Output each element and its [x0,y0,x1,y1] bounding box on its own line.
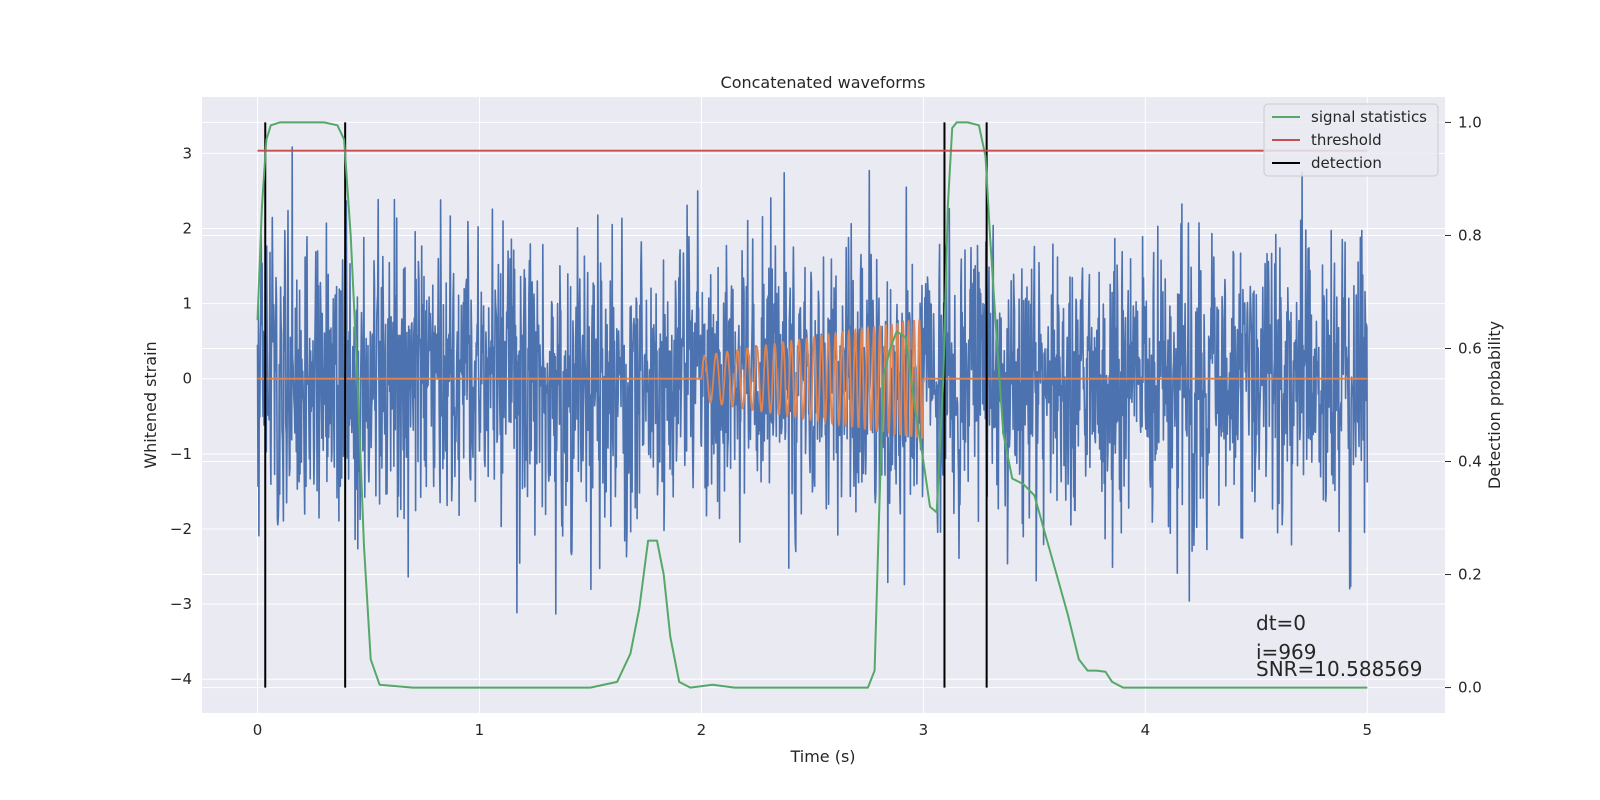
right-y-tick-label: 0.0 [1458,679,1482,697]
right-y-tick-label: 0.4 [1458,453,1482,471]
left-y-tick-label: −1 [170,445,192,463]
x-tick-label: 1 [475,721,485,739]
left-y-tick-label: 0 [182,370,192,388]
annotation-index: i=969 [1256,640,1317,664]
left-y-tick-label: −4 [170,670,192,688]
legend-label-threshold: threshold [1311,131,1382,149]
left-y-tick-label: 1 [182,295,192,313]
series-layer [256,121,1369,689]
noise-strain-line [256,146,1369,615]
legend-box [1263,103,1439,177]
x-tick-label: 4 [1141,721,1151,739]
annotation-dt: dt=0 [1256,611,1306,635]
annotation-snr: SNR=10.588569 [1256,657,1422,681]
right-y-tick-label: 0.2 [1458,566,1482,584]
left-y-tick-label: −3 [170,595,192,613]
chirp-waveform-line [257,319,1368,439]
chart-title: Concatenated waveforms [721,73,926,92]
left-y-tick-label: 3 [182,144,192,162]
legend-label-signal-statistics: signal statistics [1311,108,1427,126]
annotation-block: dt=0 i=969 SNR=10.588569 [1256,611,1422,681]
right-y-tick-label: 1.0 [1458,113,1482,131]
x-tick-label: 3 [919,721,929,739]
left-y-tick-label: −2 [170,520,192,538]
right-y-tick-label: 0.6 [1458,339,1482,357]
signal-statistics-line [256,121,1368,689]
right-y-axis-label: Detection probability [1485,321,1504,489]
right-y-tick-label: 0.8 [1458,226,1482,244]
legend-label-detection: detection [1311,154,1382,172]
left-y-axis-label: Whitened strain [141,341,160,468]
x-tick-label: 2 [697,721,707,739]
x-tick-label: 5 [1363,721,1373,739]
left-y-tick-label: 2 [182,219,192,237]
x-axis-label: Time (s) [789,747,855,766]
legend: signal statistics threshold detection [1263,103,1439,177]
ticks-layer: 0 1 2 3 4 5 3 2 1 0 −1 −2 −3 −4 1.0 0.8 0.6 0.4 0.2 0.0 [170,113,1482,739]
x-tick-label: 0 [253,721,263,739]
